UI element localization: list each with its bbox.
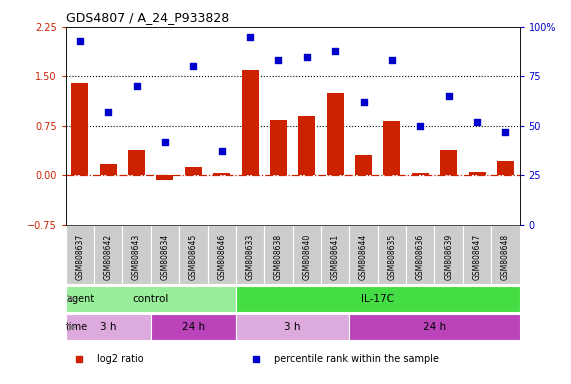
Point — [387, 58, 396, 64]
Bar — [66, 314, 151, 340]
Bar — [128, 150, 145, 175]
Bar — [270, 121, 287, 175]
Bar — [327, 93, 344, 175]
Text: GSM808646: GSM808646 — [217, 233, 226, 280]
Text: 3 h: 3 h — [100, 322, 116, 333]
Text: GSM808634: GSM808634 — [160, 233, 170, 280]
Bar — [151, 314, 236, 340]
Bar — [236, 225, 264, 284]
Text: GSM808644: GSM808644 — [359, 233, 368, 280]
Bar — [349, 314, 520, 340]
Text: 24 h: 24 h — [182, 322, 205, 333]
Text: control: control — [132, 293, 169, 304]
Bar — [207, 225, 236, 284]
Text: percentile rank within the sample: percentile rank within the sample — [275, 354, 440, 364]
Bar — [298, 116, 315, 175]
Bar — [122, 225, 151, 284]
Point — [302, 53, 311, 60]
Bar — [435, 225, 463, 284]
Bar — [463, 225, 491, 284]
Bar — [242, 70, 259, 175]
Point — [359, 99, 368, 105]
Point — [501, 129, 510, 135]
Bar — [264, 225, 292, 284]
Text: log2 ratio: log2 ratio — [98, 354, 144, 364]
Point — [331, 48, 340, 54]
Text: GSM808640: GSM808640 — [302, 233, 311, 280]
Bar — [71, 83, 89, 175]
Point — [472, 119, 481, 125]
Bar — [349, 225, 378, 284]
Text: GSM808641: GSM808641 — [331, 233, 340, 280]
Bar — [491, 225, 520, 284]
Bar — [378, 225, 406, 284]
Text: GSM808643: GSM808643 — [132, 233, 141, 280]
Text: GSM808647: GSM808647 — [473, 233, 481, 280]
Text: 24 h: 24 h — [423, 322, 446, 333]
Point — [189, 63, 198, 70]
Bar — [66, 225, 94, 284]
Bar — [179, 225, 207, 284]
Point — [217, 148, 226, 154]
Text: GSM808642: GSM808642 — [104, 233, 112, 280]
Text: GSM808633: GSM808633 — [246, 233, 255, 280]
Text: GSM808635: GSM808635 — [388, 233, 396, 280]
Text: GSM808636: GSM808636 — [416, 233, 425, 280]
Point — [416, 123, 425, 129]
Bar — [412, 172, 429, 175]
Text: GDS4807 / A_24_P933828: GDS4807 / A_24_P933828 — [66, 11, 229, 24]
Text: GSM808645: GSM808645 — [189, 233, 198, 280]
Point — [274, 58, 283, 64]
Bar — [406, 225, 435, 284]
Bar — [440, 150, 457, 175]
Bar — [355, 156, 372, 175]
Bar — [293, 225, 321, 284]
Bar — [94, 225, 122, 284]
Point — [75, 38, 85, 44]
Bar — [156, 175, 174, 180]
Bar — [213, 172, 230, 175]
Bar — [236, 314, 349, 340]
Bar — [151, 225, 179, 284]
Bar — [469, 172, 485, 175]
Text: IL-17C: IL-17C — [361, 293, 394, 304]
Point — [132, 83, 141, 89]
Point — [160, 139, 170, 145]
Bar — [384, 121, 400, 175]
Text: time: time — [66, 322, 89, 333]
Text: GSM808637: GSM808637 — [75, 233, 85, 280]
Bar — [185, 167, 202, 175]
Point — [444, 93, 453, 99]
Text: agent: agent — [66, 293, 94, 304]
Text: GSM808638: GSM808638 — [274, 233, 283, 280]
Point — [246, 34, 255, 40]
Point — [104, 109, 113, 115]
Text: GSM808648: GSM808648 — [501, 233, 510, 280]
Bar — [321, 225, 349, 284]
Bar — [100, 164, 116, 175]
Text: GSM808639: GSM808639 — [444, 233, 453, 280]
Bar — [66, 286, 236, 311]
Bar — [236, 286, 520, 311]
Text: 3 h: 3 h — [284, 322, 301, 333]
Bar — [497, 161, 514, 175]
